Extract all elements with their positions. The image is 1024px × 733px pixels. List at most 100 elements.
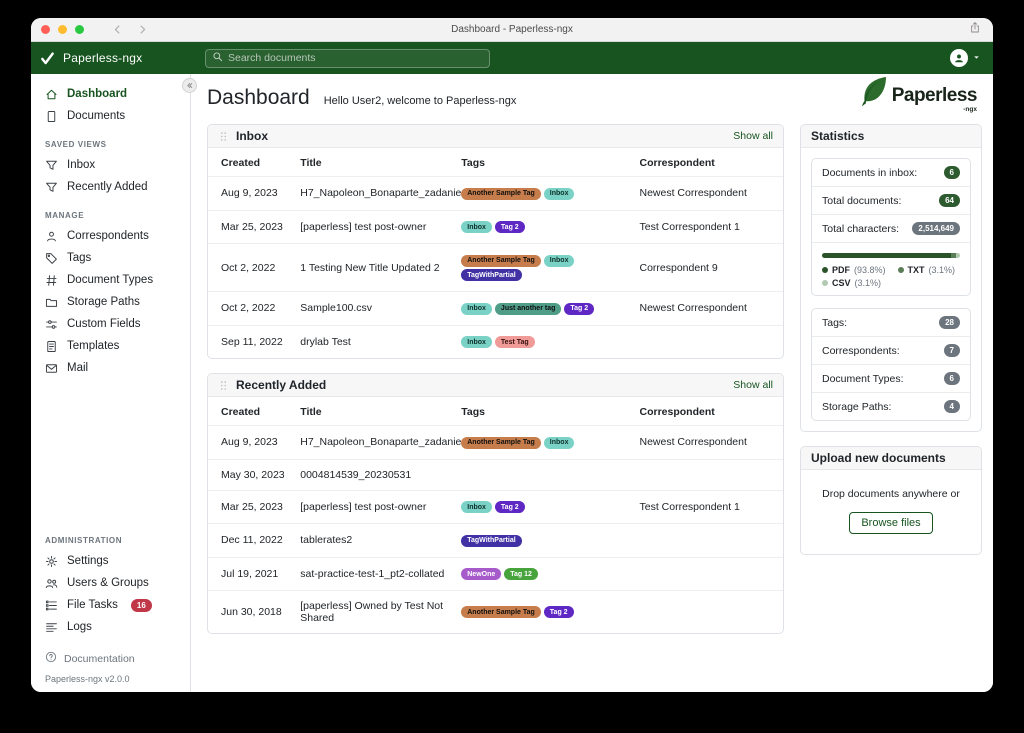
tag-pill-just-another-tag[interactable]: Just another tag bbox=[494, 302, 562, 315]
cell-title: tablerates2 bbox=[294, 523, 456, 557]
cell-correspondent bbox=[633, 458, 783, 490]
cell-created: Oct 2, 2022 bbox=[208, 243, 295, 292]
share-icon[interactable] bbox=[969, 21, 981, 39]
statistics-title: Statistics bbox=[811, 129, 865, 143]
tag-icon bbox=[45, 252, 58, 265]
document-row[interactable]: Mar 25, 2023 [paperless] test post-owner I… bbox=[208, 209, 783, 244]
tag-pill-tag-12[interactable]: Tag 12 bbox=[504, 568, 538, 580]
document-row[interactable]: May 30, 2023 0004814539_20230531 bbox=[208, 458, 783, 490]
tag-pill-another-sample-tag[interactable]: Another Sample Tag bbox=[461, 187, 541, 200]
statistics-card: Statistics Documents in inbox: 6 Total doc… bbox=[800, 124, 982, 432]
sidebar-item-label: Logs bbox=[67, 621, 92, 633]
tag-pill-inbox[interactable]: Inbox bbox=[543, 254, 575, 267]
tag-pill-inbox[interactable]: Inbox bbox=[543, 436, 575, 449]
tag-pill-another-sample-tag[interactable]: Another Sample Tag bbox=[461, 606, 541, 619]
maximize-button[interactable] bbox=[75, 25, 84, 34]
tag-pill-tag-2[interactable]: Tag 2 bbox=[543, 606, 574, 619]
stat-item-documents-in-inbox: Documents in inbox: 6 bbox=[812, 159, 970, 186]
tag-pill-test-tag[interactable]: Test Tag bbox=[494, 336, 535, 348]
drag-handle-icon[interactable] bbox=[218, 380, 229, 391]
tag-pill-inbox[interactable]: Inbox bbox=[543, 187, 575, 200]
sidebar-item-custom-fields[interactable]: Custom Fields bbox=[31, 313, 190, 335]
sidebar-item-storage-paths[interactable]: Storage Paths bbox=[31, 291, 190, 313]
cell-tags: TagWithPartial bbox=[455, 523, 634, 557]
sidebar-item-mail[interactable]: Mail bbox=[31, 357, 190, 379]
funnel-icon bbox=[45, 159, 58, 172]
sidebar-item-label: Dashboard bbox=[67, 88, 128, 100]
sidebar-item-inbox[interactable]: Inbox bbox=[31, 154, 190, 176]
stat-value-badge: 4 bbox=[943, 400, 960, 413]
document-row[interactable]: Aug 9, 2023 H7_Napoleon_Bonaparte_zadanie… bbox=[208, 425, 783, 459]
user-menu[interactable] bbox=[950, 49, 981, 67]
cell-created: Dec 11, 2022 bbox=[208, 523, 295, 557]
sidebar-item-logs[interactable]: Logs bbox=[31, 616, 190, 638]
drag-handle-icon[interactable] bbox=[218, 131, 229, 142]
cell-created: May 30, 2023 bbox=[208, 458, 295, 490]
tag-pill-tagwithpartial[interactable]: TagWithPartial bbox=[461, 269, 522, 281]
document-row[interactable]: Oct 2, 2022 Sample100.csv Inbox Just anothe… bbox=[208, 291, 783, 325]
tag-pill-inbox[interactable]: Inbox bbox=[461, 336, 492, 348]
tag-pill-another-sample-tag[interactable]: Another Sample Tag bbox=[461, 254, 541, 267]
file-icon bbox=[45, 110, 58, 123]
main-content: Paperless -ngx Dashboard Hello User2, we… bbox=[191, 74, 993, 692]
tag-pill-inbox[interactable]: Inbox bbox=[461, 221, 492, 233]
cell-tags: Another Sample Tag Tag 2 bbox=[455, 590, 634, 633]
sidebar-item-recently-added[interactable]: Recently Added bbox=[31, 176, 190, 198]
stat-value-badge: 6 bbox=[943, 166, 960, 179]
legend-item-csv: CSV (3.1%) bbox=[822, 278, 881, 288]
stat-item-document-types: Document Types: 6 bbox=[812, 364, 970, 392]
sidebar-item-label: Custom Fields bbox=[67, 318, 141, 330]
envelope-icon bbox=[45, 362, 58, 375]
document-row[interactable]: Aug 9, 2023 H7_Napoleon_Bonaparte_zadanie… bbox=[208, 176, 783, 210]
stat-label: Total documents: bbox=[822, 194, 902, 207]
back-icon[interactable] bbox=[112, 24, 123, 35]
show-all-link[interactable]: Show all bbox=[733, 130, 773, 142]
sidebar-item-templates[interactable]: Templates bbox=[31, 335, 190, 357]
sidebar-item-correspondents[interactable]: Correspondents bbox=[31, 225, 190, 247]
text-left-icon bbox=[45, 621, 58, 634]
stat-label: Documents in inbox: bbox=[822, 166, 918, 179]
sidebar-item-settings[interactable]: Settings bbox=[31, 550, 190, 572]
cell-title: 0004814539_20230531 bbox=[294, 458, 456, 490]
sidebar-collapse-button[interactable] bbox=[182, 78, 197, 93]
document-row[interactable]: Jun 30, 2018 [paperless] Owned by Test No… bbox=[208, 590, 783, 633]
sidebar-item-label: Storage Paths bbox=[67, 296, 140, 308]
sidebar-item-label: Document Types bbox=[67, 274, 154, 286]
tag-pill-another-sample-tag[interactable]: Another Sample Tag bbox=[461, 436, 541, 449]
user-avatar-icon bbox=[950, 49, 968, 67]
tag-pill-tag-2[interactable]: Tag 2 bbox=[564, 302, 595, 315]
cell-tags: Inbox Tag 2 bbox=[455, 209, 634, 244]
sidebar-item-dashboard[interactable]: Dashboard bbox=[31, 83, 190, 105]
close-button[interactable] bbox=[41, 25, 50, 34]
page-subtitle: Hello User2, welcome to Paperless-ngx bbox=[323, 95, 517, 107]
cell-title: H7_Napoleon_Bonaparte_zadanie bbox=[294, 176, 461, 210]
sidebar-item-tags[interactable]: Tags bbox=[31, 247, 190, 269]
tag-pill-inbox[interactable]: Inbox bbox=[461, 302, 492, 315]
paperless-logo: Paperless -ngx bbox=[856, 76, 978, 113]
tag-pill-inbox[interactable]: Inbox bbox=[461, 501, 492, 513]
show-all-link[interactable]: Show all bbox=[733, 379, 773, 391]
tag-pill-tag-2[interactable]: Tag 2 bbox=[494, 501, 525, 513]
search-box[interactable] bbox=[205, 48, 490, 68]
sidebar-item-file-tasks[interactable]: File Tasks 16 bbox=[31, 594, 190, 616]
sidebar-item-users-groups[interactable]: Users & Groups bbox=[31, 572, 190, 594]
widget-recently-added: Recently Added Show all Created Title Tags Co… bbox=[207, 373, 784, 634]
documentation-link[interactable]: Documentation bbox=[31, 648, 190, 669]
sidebar-item-document-types[interactable]: Document Types bbox=[31, 269, 190, 291]
tag-pill-tagwithpartial[interactable]: TagWithPartial bbox=[461, 534, 522, 547]
minimize-button[interactable] bbox=[58, 25, 67, 34]
document-row[interactable]: Dec 11, 2022 tablerates2 TagWithPartial bbox=[208, 523, 783, 557]
leaf-icon bbox=[856, 76, 890, 113]
document-row[interactable]: Mar 25, 2023 [paperless] test post-owner I… bbox=[208, 489, 783, 524]
document-row[interactable]: Oct 2, 2022 1 Testing New Title Updated 2… bbox=[208, 243, 783, 292]
tag-pill-newone[interactable]: NewOne bbox=[461, 568, 502, 580]
browse-files-button[interactable]: Browse files bbox=[849, 512, 933, 534]
stat-item-storage-paths: Storage Paths: 4 bbox=[812, 392, 970, 420]
sidebar-item-documents[interactable]: Documents bbox=[31, 105, 190, 127]
app-brand[interactable]: Paperless-ngx bbox=[31, 51, 205, 66]
document-row[interactable]: Sep 11, 2022 drylab Test Inbox Test Tag bbox=[208, 324, 783, 358]
tag-pill-tag-2[interactable]: Tag 2 bbox=[494, 221, 525, 233]
document-row[interactable]: Jul 19, 2021 sat-practice-test-1_pt2-coll… bbox=[208, 556, 783, 591]
forward-icon[interactable] bbox=[137, 24, 148, 35]
search-input[interactable] bbox=[228, 52, 483, 64]
